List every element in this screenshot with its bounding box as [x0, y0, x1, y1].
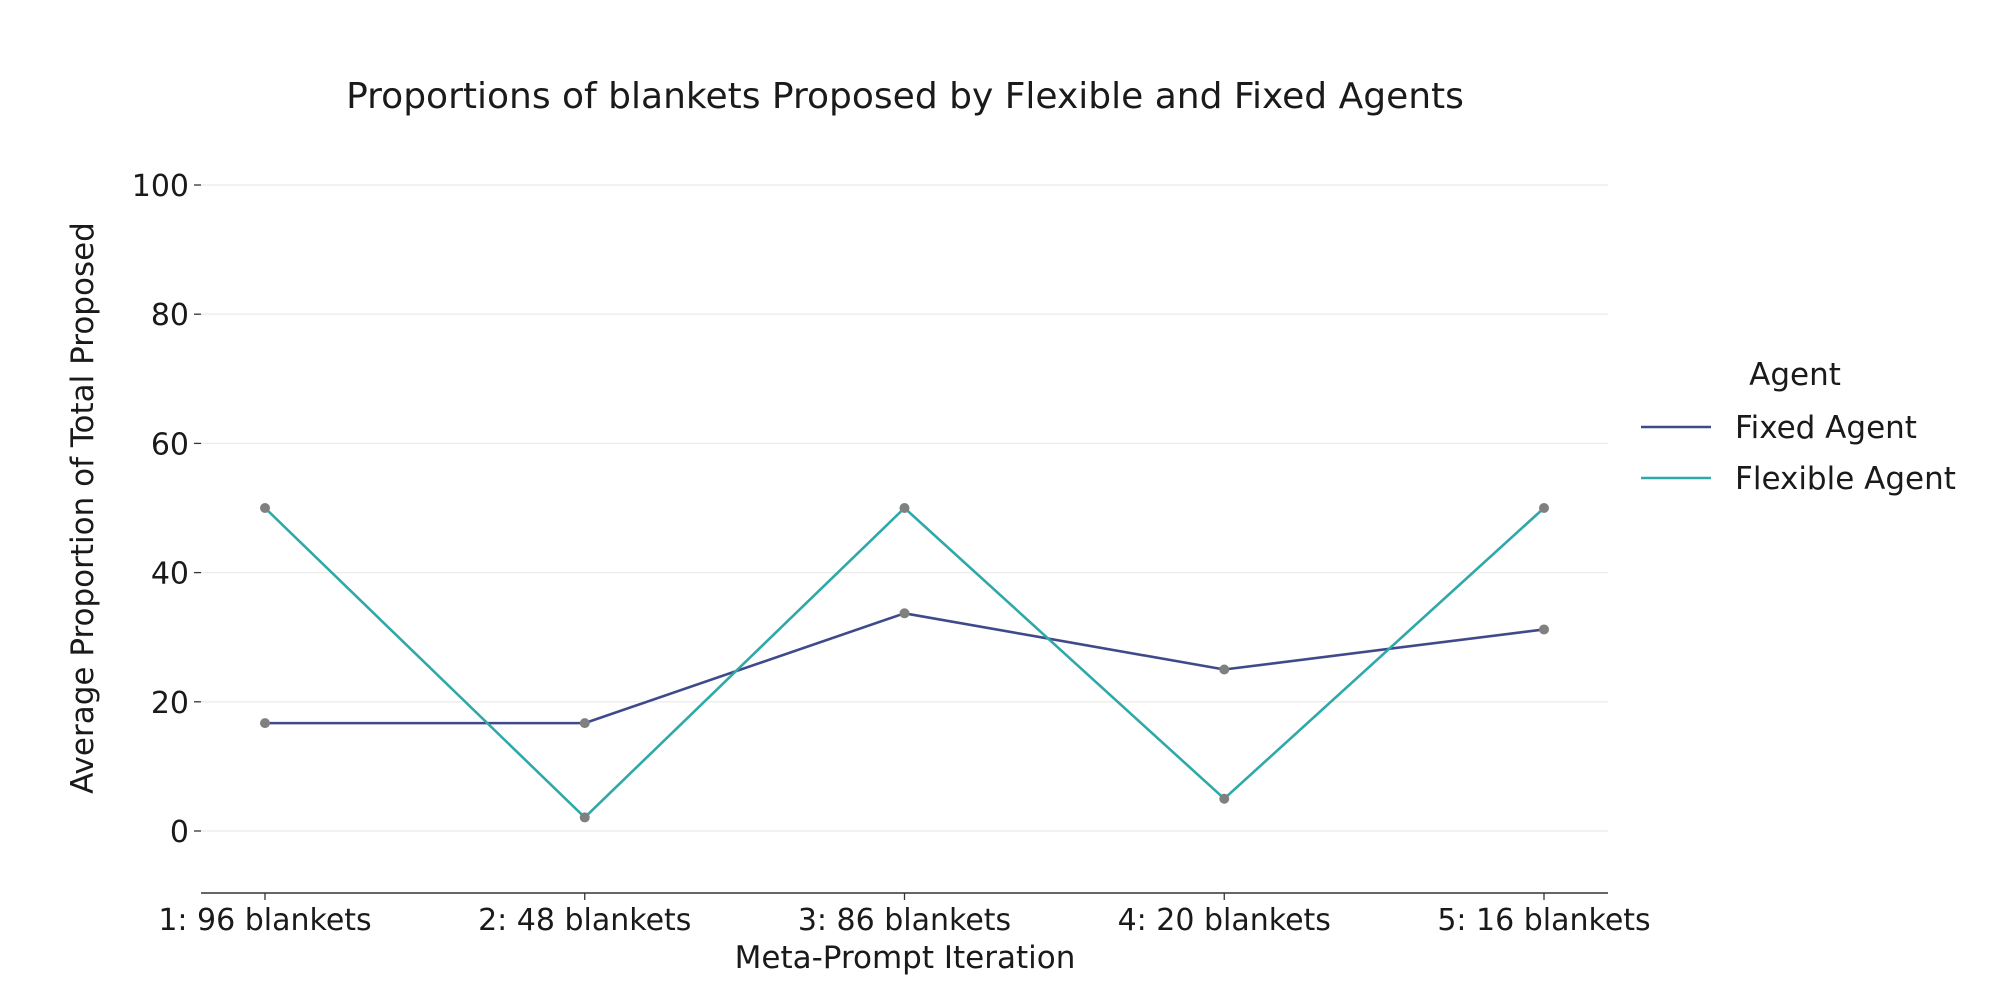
x-tick-label: 1: 96 blankets [158, 903, 371, 938]
data-markers [260, 503, 1549, 823]
series-line-fixed-agent [265, 611, 1545, 725]
x-tick-label: 4: 20 blankets [1118, 903, 1331, 938]
x-axis: 1: 96 blankets 2: 48 blankets 3: 86 blanke… [158, 892, 1651, 938]
data-point [899, 503, 910, 513]
x-tick-label: 3: 86 blankets [798, 903, 1011, 938]
grid [201, 184, 1608, 832]
series-lines [264, 506, 1545, 819]
data-point [260, 503, 270, 513]
data-point [1539, 624, 1549, 635]
y-axis: 0 20 40 60 80 100 [132, 169, 201, 850]
data-point [260, 718, 270, 729]
x-axis-title: Meta-Prompt Iteration [735, 940, 1076, 976]
y-tick-label: 100 [132, 169, 189, 204]
y-tick-label: 80 [151, 298, 189, 333]
legend-title: Agent [1749, 357, 1841, 393]
x-tick-label: 2: 48 blankets [478, 903, 691, 938]
data-point [579, 812, 590, 823]
y-tick-label: 60 [151, 427, 189, 462]
series-line-flexible-agent [264, 506, 1545, 819]
data-point [579, 718, 590, 729]
data-point [1539, 503, 1549, 513]
x-tick-label: 5: 16 blankets [1437, 903, 1650, 938]
data-point [1219, 793, 1230, 804]
legend-label: Fixed Agent [1735, 410, 1917, 446]
y-tick-label: 20 [151, 686, 189, 721]
y-axis-title: Average Proportion of Total Proposed [65, 222, 101, 794]
data-point [1219, 664, 1230, 675]
data-point [899, 608, 910, 619]
legend: Agent Fixed Agent Flexible Agent [1641, 357, 1956, 497]
chart-title: Proportions of blankets Proposed by Flex… [346, 76, 1464, 117]
y-tick-label: 0 [170, 815, 189, 850]
legend-label: Flexible Agent [1735, 461, 1956, 497]
y-tick-label: 40 [151, 557, 189, 592]
